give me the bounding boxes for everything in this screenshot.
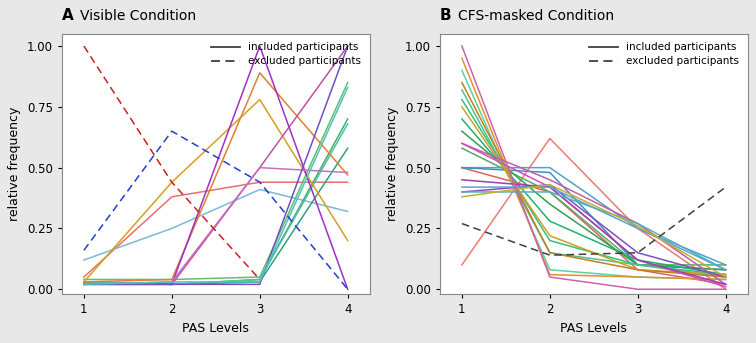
X-axis label: PAS Levels: PAS Levels bbox=[182, 322, 249, 335]
Legend: included participants, excluded participants: included participants, excluded particip… bbox=[208, 39, 364, 70]
Text: B: B bbox=[440, 9, 451, 23]
Text: CFS-masked Condition: CFS-masked Condition bbox=[458, 10, 615, 23]
X-axis label: PAS Levels: PAS Levels bbox=[560, 322, 627, 335]
Y-axis label: relative frequency: relative frequency bbox=[386, 107, 399, 221]
Text: A: A bbox=[62, 9, 73, 23]
Legend: included participants, excluded participants: included participants, excluded particip… bbox=[586, 39, 742, 70]
Text: Visible Condition: Visible Condition bbox=[80, 10, 197, 23]
Y-axis label: relative frequency: relative frequency bbox=[8, 107, 21, 221]
